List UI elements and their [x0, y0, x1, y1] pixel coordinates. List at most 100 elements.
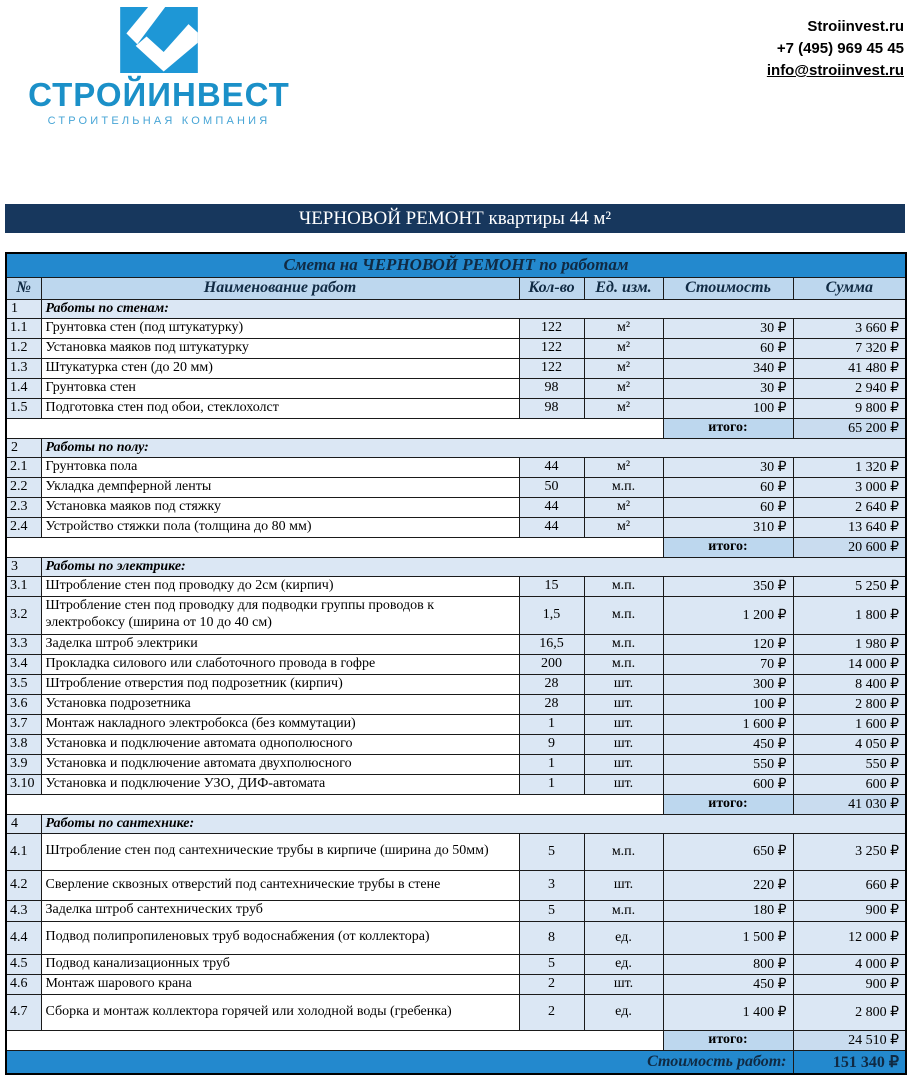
work-item-row: 2.2 Укладка демпферной ленты 50 м.п. 60 ₽3 0…: [5, 476, 907, 498]
item-sum: 3 660 ₽: [792, 317, 907, 339]
section-number: 1: [5, 298, 42, 319]
item-unit: м.п.: [583, 575, 664, 597]
item-price: 1 200 ₽: [662, 595, 794, 635]
item-number: 3.10: [5, 773, 42, 795]
item-unit: шт.: [583, 973, 664, 995]
item-quantity: 8: [518, 920, 585, 955]
item-name: Штробление стен под проводку до 2см (кир…: [40, 575, 520, 597]
column-header: Кол-во: [518, 276, 585, 300]
work-item-row: 4.2 Сверление сквозных отверстий под сант…: [5, 869, 907, 901]
item-sum: 900 ₽: [792, 899, 907, 922]
item-unit: м²: [583, 456, 664, 478]
subtotal-label: итого:: [662, 536, 794, 558]
work-item-row: 3.3 Заделка штроб электрики 16,5 м.п. 120 ₽1…: [5, 633, 907, 655]
work-item-row: 2.3 Установка маяков под стяжку 44 м² 60 ₽2 …: [5, 496, 907, 518]
item-number: 1.1: [5, 317, 42, 339]
contact-block: Stroiinvest.ru +7 (495) 969 45 45 info@s…: [767, 4, 904, 204]
item-price: 60 ₽: [662, 337, 794, 359]
item-name: Штробление стен под сантехнические трубы…: [40, 832, 520, 871]
document-header: СТРОЙИНВЕСТ СТРОИТЕЛЬНАЯ КОМПАНИЯ Stroii…: [0, 0, 910, 204]
item-number: 3.5: [5, 673, 42, 695]
item-number: 1.4: [5, 377, 42, 399]
item-price: 30 ₽: [662, 456, 794, 478]
item-sum: 12 000 ₽: [792, 920, 907, 955]
work-item-row: 4.1 Штробление стен под сантехнические тр…: [5, 832, 907, 871]
section-name: Работы по стенам:: [40, 298, 907, 319]
item-name: Сверление сквозных отверстий под сантехн…: [40, 869, 520, 901]
item-name: Заделка штроб электрики: [40, 633, 520, 655]
item-quantity: 1,5: [518, 595, 585, 635]
item-sum: 14 000 ₽: [792, 653, 907, 675]
subtotal-row: итого: 24 510 ₽: [6, 1029, 907, 1051]
item-sum: 900 ₽: [792, 973, 907, 995]
item-unit: м²: [583, 357, 664, 379]
item-sum: 3 250 ₽: [792, 832, 907, 871]
item-sum: 550 ₽: [792, 753, 907, 775]
item-quantity: 2: [518, 973, 585, 995]
work-item-row: 3.10 Установка и подключение УЗО, ДИФ-авт…: [5, 773, 907, 795]
item-name: Установка и подключение УЗО, ДИФ-автомат…: [40, 773, 520, 795]
item-name: Сборка и монтаж коллектора горячей или х…: [40, 993, 520, 1031]
item-quantity: 1: [518, 773, 585, 795]
item-price: 30 ₽: [662, 317, 794, 339]
item-price: 340 ₽: [662, 357, 794, 379]
item-sum: 2 800 ₽: [792, 993, 907, 1031]
item-unit: м.п.: [583, 899, 664, 922]
work-item-row: 3.1 Штробление стен под проводку до 2см (…: [5, 575, 907, 597]
subtotal-row: итого: 20 600 ₽: [6, 536, 907, 558]
section-number: 4: [5, 813, 42, 834]
item-price: 30 ₽: [662, 377, 794, 399]
item-number: 2.1: [5, 456, 42, 478]
subtotal-value: 20 600 ₽: [792, 536, 907, 558]
website-link[interactable]: Stroiinvest.ru: [807, 18, 904, 35]
work-item-row: 3.9 Установка и подключение автомата двух…: [5, 753, 907, 775]
item-unit: м.п.: [583, 476, 664, 498]
company-tagline: СТРОИТЕЛЬНАЯ КОМПАНИЯ: [47, 115, 271, 127]
grand-total-row: Стоимость работ: 151 340 ₽: [5, 1049, 907, 1074]
item-price: 550 ₽: [662, 753, 794, 775]
subtotal-spacer: [6, 1029, 664, 1051]
item-price: 60 ₽: [662, 496, 794, 518]
item-price: 220 ₽: [662, 869, 794, 901]
item-sum: 1 600 ₽: [792, 713, 907, 735]
column-header: Наименование работ: [40, 276, 520, 300]
column-header: Ед. изм.: [583, 276, 664, 300]
company-logo: СТРОЙИНВЕСТ СТРОИТЕЛЬНАЯ КОМПАНИЯ: [28, 4, 290, 204]
item-sum: 2 640 ₽: [792, 496, 907, 518]
item-quantity: 2: [518, 993, 585, 1031]
item-quantity: 5: [518, 832, 585, 871]
item-name: Установка подрозетника: [40, 693, 520, 715]
item-name: Штукатурка стен (до 20 мм): [40, 357, 520, 379]
item-number: 3.3: [5, 633, 42, 655]
item-sum: 9 800 ₽: [792, 397, 907, 419]
item-unit: шт.: [583, 673, 664, 695]
item-price: 650 ₽: [662, 832, 794, 871]
item-number: 3.2: [5, 595, 42, 635]
item-sum: 600 ₽: [792, 773, 907, 795]
item-price: 100 ₽: [662, 397, 794, 419]
email-link[interactable]: info@stroiinvest.ru: [766, 62, 904, 79]
item-number: 3.4: [5, 653, 42, 675]
item-sum: 3 000 ₽: [792, 476, 907, 498]
item-sum: 1 320 ₽: [792, 456, 907, 478]
item-sum: 1 980 ₽: [792, 633, 907, 655]
column-header: Сумма: [792, 276, 907, 300]
item-name: Укладка демпферной ленты: [40, 476, 520, 498]
table-title: Смета на ЧЕРНОВОЙ РЕМОНТ по работам: [5, 252, 907, 278]
item-unit: м²: [583, 516, 664, 538]
item-price: 450 ₽: [662, 973, 794, 995]
item-quantity: 98: [518, 377, 585, 399]
item-price: 600 ₽: [662, 773, 794, 795]
item-unit: шт.: [583, 753, 664, 775]
subtotal-label: итого:: [662, 793, 794, 815]
column-header: №: [5, 276, 42, 300]
item-sum: 8 400 ₽: [792, 673, 907, 695]
item-number: 1.5: [5, 397, 42, 419]
item-name: Грунтовка стен (под штукатурку): [40, 317, 520, 339]
item-unit: м.п.: [583, 653, 664, 675]
work-item-row: 1.1 Грунтовка стен (под штукатурку) 122 м² 3…: [5, 317, 907, 339]
item-price: 1 400 ₽: [662, 993, 794, 1031]
item-quantity: 5: [518, 953, 585, 975]
item-number: 4.2: [5, 869, 42, 901]
item-quantity: 5: [518, 899, 585, 922]
